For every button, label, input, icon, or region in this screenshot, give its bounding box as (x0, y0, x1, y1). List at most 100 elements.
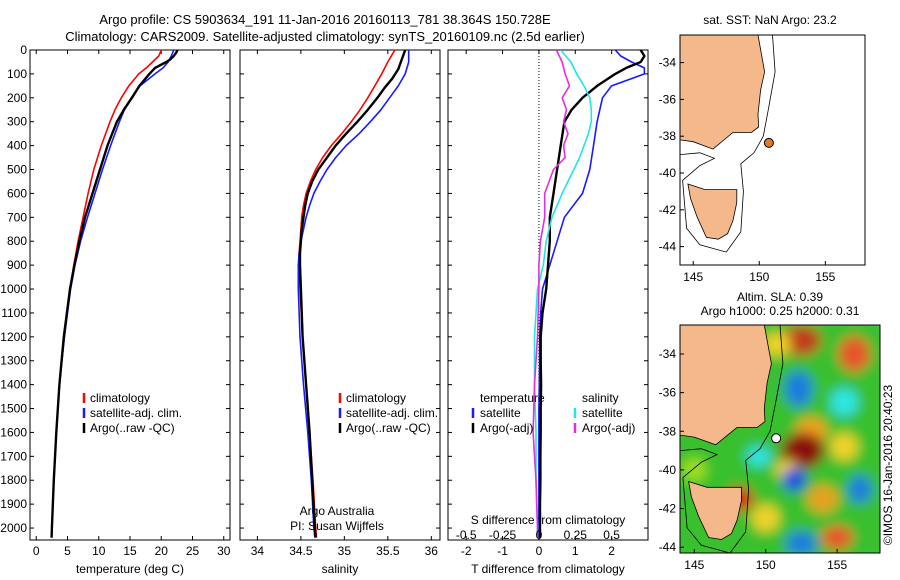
y-tick-label: 800 (7, 234, 27, 248)
sla-blob-3 (784, 370, 813, 407)
x-tick-label: 35 (338, 544, 352, 558)
legend-title-salinity: salinity (582, 391, 619, 405)
map-y-tick-label: -36 (659, 386, 677, 400)
y-tick-label: 200 (7, 91, 27, 105)
x-tick-label: 1 (572, 544, 579, 558)
legend-s-label-1: Argo(-adj) (582, 421, 635, 435)
y-tick-label: 1800 (0, 473, 27, 487)
x-tick-label: 30 (217, 544, 231, 558)
map-content (680, 325, 880, 553)
y-tick-label: 0 (20, 43, 27, 57)
x-tick-label: -2 (461, 544, 472, 558)
sla-map-title: Altim. SLA: 0.39 (737, 290, 823, 304)
map-x-tick-label: 145 (684, 558, 704, 572)
plot-frame (29, 49, 231, 541)
y-tick-label: 1400 (0, 378, 27, 392)
map-x-tick-label: 155 (827, 558, 847, 572)
sla-blob-4 (830, 388, 859, 417)
sla-blob-12 (751, 504, 780, 533)
legend-s-label-0: satellite (582, 406, 623, 420)
legend-label-2: Argo(..raw -QC) (346, 421, 431, 435)
y-tick-label: 1100 (1, 306, 27, 320)
series-group (532, 50, 646, 538)
x2-tick-label: 0.25 (564, 528, 588, 542)
map-y-tick-label: -40 (659, 166, 677, 180)
series-line-2 (298, 50, 407, 538)
y-tick-label: 1600 (0, 425, 27, 439)
series-group (297, 50, 410, 538)
isobath-line (680, 35, 776, 253)
sst-map-title: sat. SST: NaN Argo: 23.2 (703, 13, 837, 27)
map-y-tick-label: -44 (659, 240, 677, 254)
legend-label-0: climatology (90, 391, 150, 405)
sst-map-panel: sat. SST: NaN Argo: 23.2 145 150 155 -34 -36 -… (659, 13, 866, 284)
y-tick-label: 900 (7, 258, 27, 272)
y-tick-label: 700 (7, 210, 27, 224)
legend-t-label-1: Argo(-adj) (480, 421, 533, 435)
legend-label-1: satellite-adj. clim. (90, 406, 182, 420)
y-tick-label: 1500 (0, 402, 27, 416)
sla-blob-7 (830, 432, 859, 461)
sla-blob-11 (848, 475, 872, 504)
y-tick-label: 1200 (0, 330, 27, 344)
argo-position-marker (763, 137, 774, 148)
y-tick-label: 100 (7, 67, 27, 81)
sla-blob-10 (806, 484, 839, 513)
x2-tick-label: -0.25 (489, 528, 517, 542)
x-tick-label: 35.5 (376, 544, 400, 558)
map-y-tick-label: -34 (659, 347, 677, 361)
x-tick-label: 15 (123, 544, 137, 558)
map-y-tick-label: -38 (659, 129, 677, 143)
argo-position-marker (771, 433, 782, 444)
header-line-2: Climatology: CARS2009. Satellite-adjuste… (65, 29, 585, 44)
x2-tick-label: 0 (536, 528, 543, 542)
sla-blob-0 (781, 325, 822, 356)
x-tick-label: 25 (186, 544, 200, 558)
series-group (50, 50, 179, 538)
y-tick-label: 1700 (0, 449, 27, 463)
series-line-1 (538, 50, 646, 538)
isobath-line (680, 325, 784, 553)
map-frame (679, 34, 866, 266)
y-tick-label: 1900 (0, 497, 27, 511)
sla-blob-9 (782, 467, 807, 492)
temperature-panel: 0 5 10 15 20 25 300100200300400500600700800900… (0, 43, 230, 576)
y-tick-label: 1000 (0, 282, 27, 296)
legend-label-2: Argo(..raw -QC) (90, 421, 175, 435)
x-axis-label: salinity (322, 562, 359, 576)
x-tick-label: 36 (425, 544, 439, 558)
legend-t-label-0: satellite (480, 406, 521, 420)
plot-frame (447, 49, 649, 541)
sla-blob-14 (682, 457, 707, 482)
sla-blob-6 (780, 432, 825, 469)
sla-blob-15 (785, 531, 818, 553)
mainland-land (680, 35, 766, 150)
series-line-0 (538, 50, 646, 538)
map-content (680, 35, 776, 253)
x-tick-label: 34 (251, 544, 265, 558)
header-line-1: Argo profile: CS 5903634_191 11-Jan-2016… (99, 12, 551, 27)
map-x-tick-label: 150 (756, 558, 776, 572)
x-tick-label: 0 (33, 544, 40, 558)
x-tick-label: -1 (497, 544, 508, 558)
tasmania-land (688, 480, 742, 540)
sla-blob-1 (838, 335, 871, 372)
plot-frame (239, 49, 441, 541)
sla-map-subtitle: Argo h1000: 0.25 h2000: 0.31 (701, 304, 860, 318)
map-x-tick-label: 150 (749, 270, 769, 284)
difference-panel: -2 -1 0 1 2 T difference from climatology temp… (447, 49, 649, 576)
institution-label: Argo Australia (300, 504, 375, 518)
series-line-2 (50, 50, 179, 538)
mainland-land (680, 325, 772, 446)
map-y-tick-label: -34 (659, 56, 677, 70)
y-tick-label: 500 (7, 163, 27, 177)
y-tick-label: 400 (7, 139, 27, 153)
y-tick-label: 300 (7, 115, 27, 129)
sla-blob-17 (746, 446, 771, 467)
series-line-3 (532, 50, 571, 538)
x-axis-label: temperature (deg C) (76, 562, 184, 576)
map-y-tick-label: -42 (659, 203, 677, 217)
legend-title-temperature: temperature (480, 391, 545, 405)
tasmania-land (687, 183, 738, 240)
